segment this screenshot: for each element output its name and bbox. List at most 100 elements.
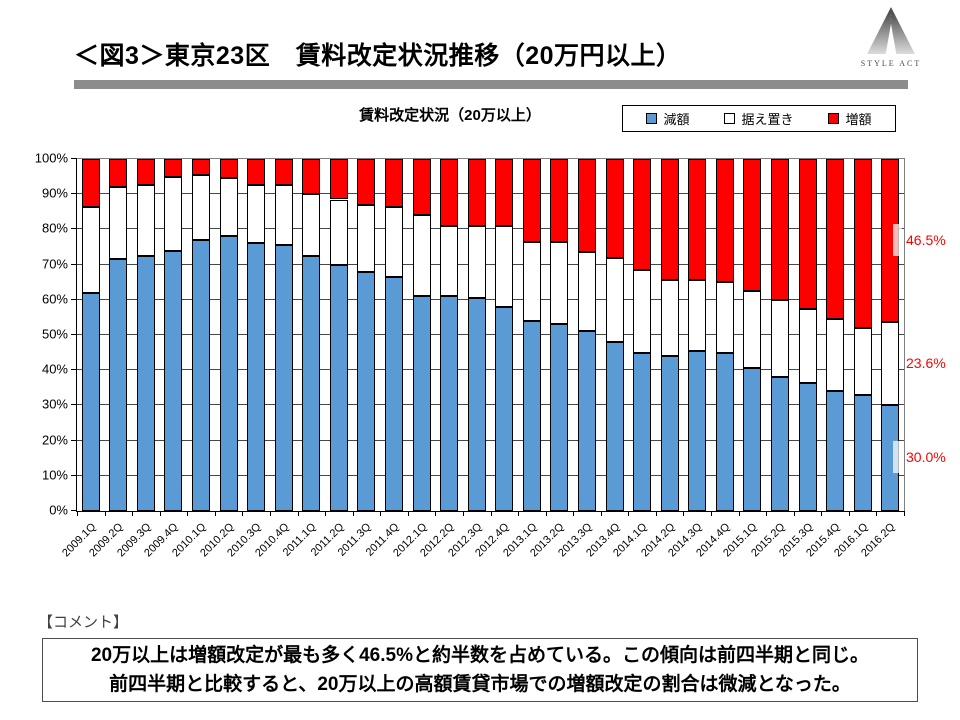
segment-unchanged [192,174,211,240]
bar-2015.1Q [743,159,762,511]
last-bar-data-labels: 46.5% 23.6% 30.0% [893,158,960,510]
segment-unchanged [274,185,293,246]
x-tick-mark [518,511,520,516]
segment-unchanged [577,252,596,332]
y-tick-mark [71,369,77,371]
segment-increase [357,159,376,205]
segment-decrease [440,296,459,511]
y-tick-label: 90% [41,185,68,201]
x-tick-mark [187,511,189,516]
style-act-logo: STYLE ACT [846,4,936,80]
y-tick-label: 20% [41,432,68,448]
y-tick-label: 0% [49,502,68,518]
gridline-70 [77,263,904,265]
bar-2014.3Q [688,159,707,511]
segment-unchanged [329,199,348,265]
segment-increase [605,159,624,258]
segment-unchanged [109,187,128,260]
y-tick-label: 100% [34,150,68,166]
y-tick-mark [71,334,77,335]
data-label-unchanged: 23.6% [906,354,946,371]
segment-increase [136,159,155,186]
segment-unchanged [385,206,404,277]
segment-decrease [302,255,321,511]
gridline-60 [77,298,904,300]
segment-decrease [357,271,376,511]
y-tick-label: 80% [41,220,68,236]
segment-increase [770,159,789,300]
bar-2012.1Q [412,159,431,511]
y-tick-mark [71,193,77,195]
bar-2014.1Q [633,159,652,511]
logo-brand-text: STYLE ACT [860,59,922,68]
segment-decrease [688,350,707,511]
segment-increase [81,159,100,207]
segment-increase [247,159,266,186]
segment-increase [522,159,541,242]
segment-unchanged [550,241,569,325]
x-tick-mark [490,511,492,516]
segment-decrease [743,368,762,511]
plot-area [71,158,905,516]
segment-unchanged [688,280,707,351]
bar-2009.4Q [164,159,183,511]
segment-increase [164,159,183,177]
segment-increase [826,159,845,320]
segment-increase [495,159,514,226]
y-tick-mark [71,298,77,300]
legend-label-unchanged: 据え置き [741,112,794,127]
bar-2015.2Q [770,159,789,511]
segment-decrease [109,259,128,511]
chart-title: 賃料改定状況（20万以上） [359,107,541,124]
y-tick-mark [71,263,77,265]
segment-decrease [412,296,431,511]
data-label-decrease: 30.0% [906,449,946,466]
x-tick-mark [462,511,464,516]
segment-increase [467,159,486,226]
segment-unchanged [412,215,431,297]
bar-2009.1Q [81,159,100,511]
bar-2013.2Q [550,159,569,511]
segment-decrease [274,245,293,511]
segment-unchanged [660,280,679,357]
legend-label-increase: 増額 [845,112,872,127]
legend-swatch-unchanged-icon [724,113,736,124]
y-tick-mark [71,158,77,159]
x-tick-mark [269,511,271,516]
segment-increase [798,159,817,309]
data-label-tab [893,441,902,474]
bar-2013.3Q [577,159,596,511]
bar-2012.4Q [495,159,514,511]
segment-decrease [798,382,817,511]
comment-box: 20万以上は増額改定が最も多く46.5%と約半数を占めている。この傾向は前四半期… [42,638,918,702]
segment-increase [412,159,431,216]
chart-legend: 減額 据え置き 増額 [622,105,896,132]
legend-swatch-increase-icon [828,113,840,124]
segment-decrease [495,306,514,511]
segment-increase [743,159,762,291]
segment-unchanged [81,206,100,293]
x-tick-mark [104,511,106,516]
segment-unchanged [522,241,541,321]
gridline-20 [77,439,904,441]
comment-section-label: 【コメント】 [38,614,129,631]
segment-decrease [715,352,734,511]
segment-decrease [329,264,348,511]
segment-unchanged [467,225,486,299]
segment-decrease [853,394,872,511]
bar-2010.2Q [219,159,238,511]
segment-decrease [770,377,789,511]
y-tick-label: 70% [41,256,68,272]
segment-unchanged [247,185,266,244]
gridline-10 [77,474,904,476]
segment-increase [577,159,596,253]
gridline-50 [77,334,904,335]
legend-swatch-decrease-icon [646,113,658,124]
x-tick-mark [628,511,630,516]
segment-unchanged [219,178,238,237]
y-tick-label: 40% [41,361,68,377]
bar-2010.1Q [192,159,211,511]
comment-line-1: 20万以上は増額改定が最も多く46.5%と約半数を占めている。この傾向は前四半期… [90,645,869,666]
logo-triangle-icon [867,7,915,55]
data-label-increase: 46.5% [906,231,946,248]
